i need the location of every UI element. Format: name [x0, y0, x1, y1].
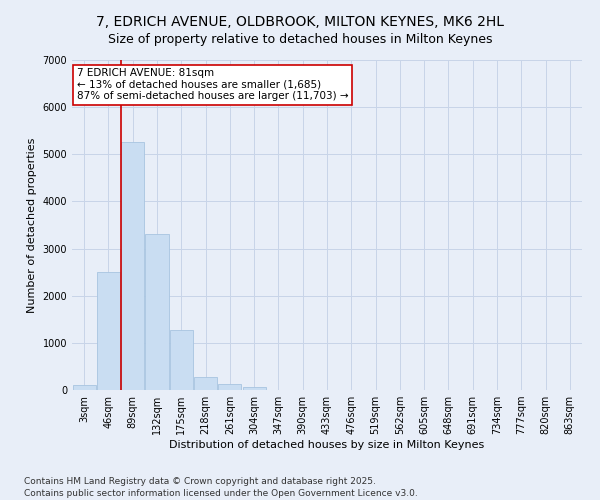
- Bar: [73, 386, 95, 390]
- Bar: [242, 388, 266, 390]
- Bar: [218, 384, 241, 390]
- Bar: [145, 234, 169, 390]
- Bar: [97, 272, 120, 390]
- Bar: [194, 378, 217, 390]
- Text: 7 EDRICH AVENUE: 81sqm
← 13% of detached houses are smaller (1,685)
87% of semi-: 7 EDRICH AVENUE: 81sqm ← 13% of detached…: [77, 68, 349, 102]
- X-axis label: Distribution of detached houses by size in Milton Keynes: Distribution of detached houses by size …: [169, 440, 485, 450]
- Y-axis label: Number of detached properties: Number of detached properties: [27, 138, 37, 312]
- Bar: [170, 330, 193, 390]
- Text: Size of property relative to detached houses in Milton Keynes: Size of property relative to detached ho…: [108, 32, 492, 46]
- Text: Contains HM Land Registry data © Crown copyright and database right 2025.
Contai: Contains HM Land Registry data © Crown c…: [24, 476, 418, 498]
- Text: 7, EDRICH AVENUE, OLDBROOK, MILTON KEYNES, MK6 2HL: 7, EDRICH AVENUE, OLDBROOK, MILTON KEYNE…: [96, 15, 504, 29]
- Bar: [121, 142, 144, 390]
